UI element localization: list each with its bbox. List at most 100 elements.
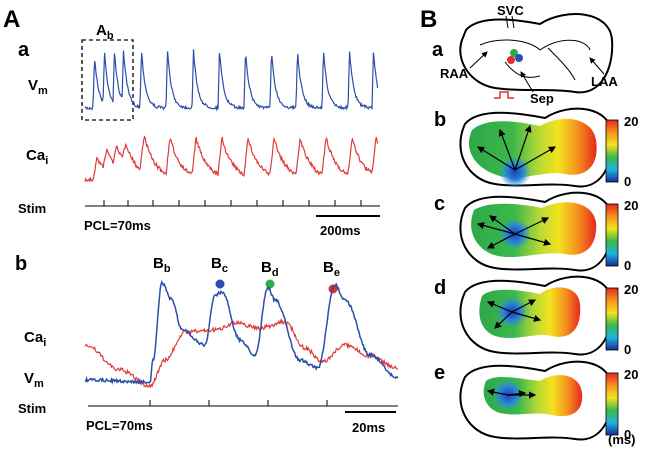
color-bar: [605, 203, 619, 267]
subpanel-label: b: [15, 253, 27, 275]
site-label: SVC: [497, 3, 524, 18]
atria-inner: [479, 39, 591, 81]
conduction-arrow: [514, 146, 557, 171]
peak-label: Be: [323, 259, 340, 279]
ca-trace: [84, 135, 379, 183]
label-part: d: [272, 267, 279, 279]
label-part: V: [28, 77, 38, 94]
stim-trace: [85, 200, 380, 207]
label-part: Ca: [24, 329, 44, 346]
activation-map: [459, 275, 614, 356]
subpanel-label: b: [434, 109, 446, 131]
map-outline: [459, 275, 614, 356]
subpanel-label: d: [434, 277, 446, 299]
subpanel-label: a: [432, 39, 444, 61]
stim-trace: [88, 400, 398, 407]
label-part: b: [107, 30, 114, 42]
panel-label: B: [420, 6, 437, 33]
site-dot: [265, 279, 275, 289]
label-part: B: [211, 255, 222, 272]
conduction-arrow: [486, 388, 509, 396]
conduction-arrow: [476, 146, 516, 171]
peak-label: Bb: [153, 255, 171, 275]
pointer: [520, 71, 534, 93]
inset-label: Ab: [96, 22, 114, 42]
label-part: e: [334, 267, 340, 279]
subpanel-label: e: [434, 362, 445, 384]
label-part: Ca: [26, 147, 46, 164]
pcl-label: PCL=70ms: [86, 418, 153, 433]
label-part: m: [38, 85, 48, 97]
color-bar: [605, 119, 619, 183]
conduction-arrow: [514, 124, 532, 171]
label-part: b: [164, 263, 171, 275]
scale-max: 20: [624, 198, 638, 213]
panel-label: A: [3, 6, 20, 33]
subpanel-label: c: [434, 193, 445, 215]
color-bar: [605, 287, 619, 351]
label-part: V: [24, 370, 34, 387]
label-part: i: [43, 337, 46, 349]
conduction-arrow: [511, 299, 537, 313]
conduction-arrow: [494, 311, 513, 329]
label-part: B: [261, 259, 272, 276]
map-outline: [459, 191, 614, 272]
peak-label: Bd: [261, 259, 279, 279]
label-part: A: [96, 22, 107, 39]
trace-label: Cai: [24, 329, 46, 349]
peak-label: Bc: [211, 255, 228, 275]
map-outline: [459, 360, 614, 441]
conduction-arrow: [498, 128, 516, 171]
map-fill: [468, 118, 597, 178]
scale-label: 20ms: [352, 420, 385, 435]
label-part: B: [323, 259, 334, 276]
conduction-arrow: [489, 215, 516, 235]
vm-trace: [84, 49, 379, 112]
scale-min: 0: [624, 342, 631, 357]
stim-symbol: [494, 91, 514, 99]
map-outline: [459, 107, 614, 188]
conduction-arrow: [476, 222, 516, 235]
traces: [84, 49, 399, 389]
label-part: i: [45, 155, 48, 167]
site-label: Sep: [530, 91, 554, 106]
conduction-arrow: [486, 300, 513, 313]
activation-map: [459, 360, 614, 441]
conduction-arrow: [511, 311, 542, 322]
ca-trace: [84, 317, 399, 389]
label-part: B: [153, 255, 164, 272]
svc-line: [505, 15, 515, 29]
trace-label: Stim: [18, 201, 46, 216]
site-dot: [515, 54, 523, 62]
pacing-site: [499, 156, 531, 188]
scale-max: 20: [624, 114, 638, 129]
scale-label: 200ms: [320, 223, 360, 238]
conduction-arrow: [514, 233, 552, 246]
scale-min: 0: [624, 258, 631, 273]
label-part: m: [34, 378, 44, 390]
color-bar: [605, 372, 619, 436]
maps: b 20 0 c 20 0 d 20 0 e 20 0: [434, 107, 638, 442]
pcl-label: PCL=70ms: [84, 218, 151, 233]
map-fill: [471, 202, 597, 258]
conduction-arrow: [486, 233, 516, 249]
atria-outline: [459, 13, 614, 94]
pointer: [469, 51, 488, 69]
scale-max: 20: [624, 367, 638, 382]
scale-min: 0: [624, 427, 631, 442]
scale-min: 0: [624, 174, 631, 189]
site-label: RAA: [440, 66, 469, 81]
subpanel-label: a: [18, 39, 30, 61]
pointer: [589, 57, 605, 75]
site-dot: [507, 56, 515, 64]
trace-label: Vm: [28, 77, 48, 97]
map-fill: [479, 287, 581, 338]
vm-trace: [84, 279, 399, 386]
unit-label: (ms): [608, 432, 635, 447]
scale-max: 20: [624, 282, 638, 297]
site-dot: [510, 49, 518, 57]
site-dot: [215, 279, 225, 289]
trace-label: Stim: [18, 401, 46, 416]
trace-label: Cai: [26, 147, 48, 167]
